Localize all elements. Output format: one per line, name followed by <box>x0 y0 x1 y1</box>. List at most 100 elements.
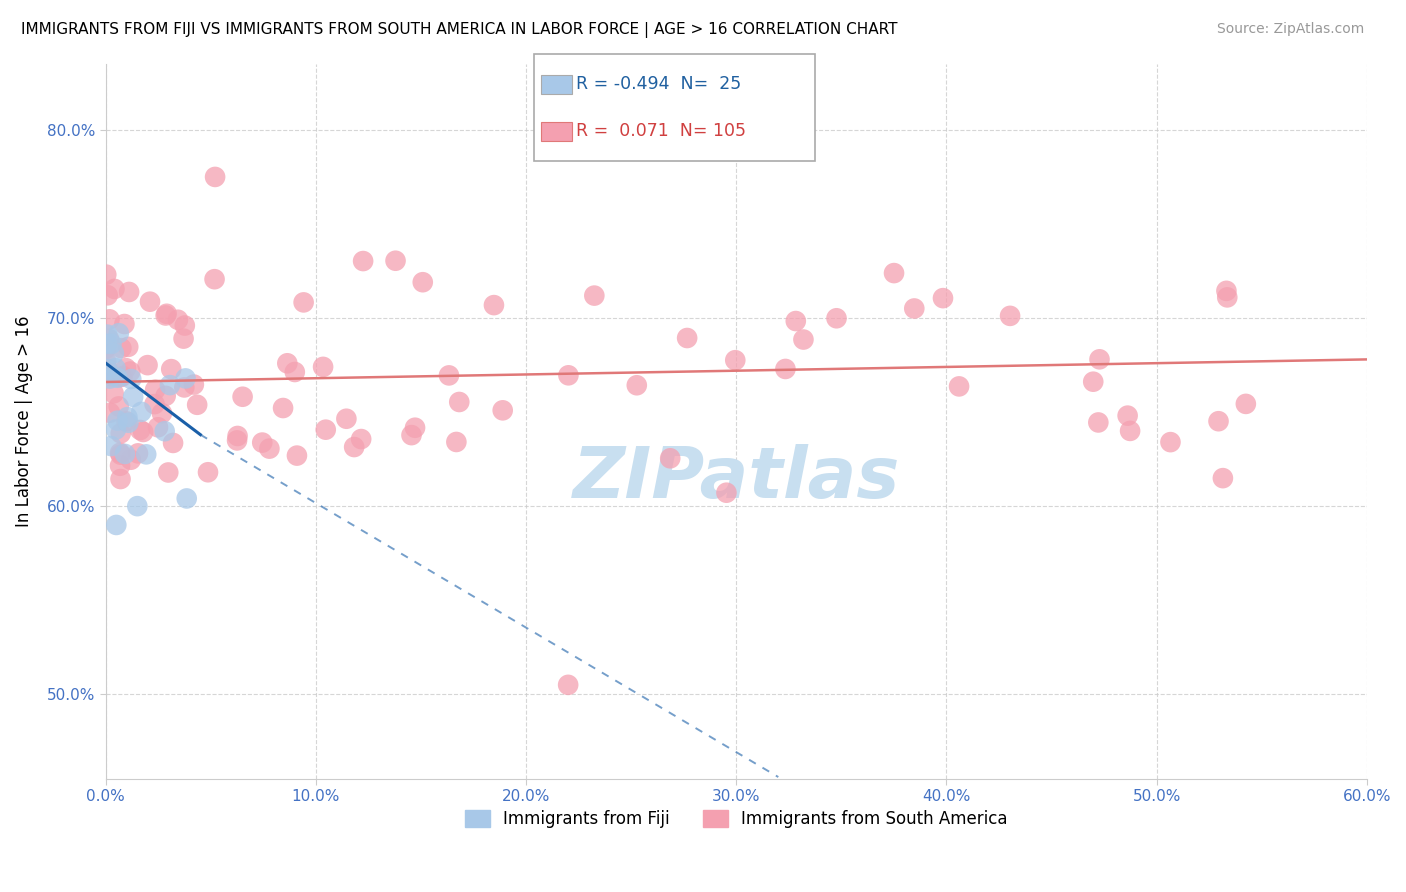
Point <box>135 447 157 461</box>
Point <box>100 337 122 351</box>
Point <box>146 420 169 434</box>
Point <box>100 439 122 453</box>
Legend: Immigrants from Fiji, Immigrants from South America: Immigrants from Fiji, Immigrants from So… <box>458 804 1015 835</box>
Point <box>104 361 127 376</box>
Point <box>110 341 132 355</box>
Point <box>173 380 195 394</box>
Point <box>792 333 814 347</box>
Point <box>156 307 179 321</box>
Point <box>716 485 738 500</box>
Point <box>1087 416 1109 430</box>
Point <box>183 377 205 392</box>
Point <box>110 370 132 384</box>
Point <box>446 434 468 449</box>
Point <box>129 423 152 437</box>
Point <box>98 367 121 381</box>
Point <box>292 295 315 310</box>
Point <box>186 398 208 412</box>
Point <box>1088 352 1111 367</box>
Text: R = -0.494  N=  25: R = -0.494 N= 25 <box>576 76 742 94</box>
Text: R =  0.071  N= 105: R = 0.071 N= 105 <box>576 122 747 140</box>
Point <box>350 432 373 446</box>
Point <box>107 370 129 384</box>
Point <box>160 362 183 376</box>
Point <box>96 362 118 376</box>
Point <box>1119 424 1142 438</box>
Point <box>412 275 434 289</box>
Point <box>204 272 226 286</box>
Point <box>96 336 118 351</box>
Point <box>139 294 162 309</box>
Point <box>252 435 274 450</box>
Point <box>449 395 471 409</box>
Point <box>107 414 129 428</box>
Point <box>117 416 139 430</box>
Point <box>108 458 131 473</box>
Text: ZIPatlas: ZIPatlas <box>572 444 900 513</box>
Point <box>114 447 136 461</box>
Point <box>1116 409 1139 423</box>
Point <box>883 266 905 280</box>
Point <box>111 368 134 383</box>
Point <box>143 383 166 397</box>
Point <box>97 288 120 302</box>
Point <box>96 268 118 282</box>
Y-axis label: In Labor Force | Age > 16: In Labor Force | Age > 16 <box>15 316 32 527</box>
Point <box>162 436 184 450</box>
Point <box>98 312 121 326</box>
Point <box>108 446 131 460</box>
Point <box>271 401 294 415</box>
Point <box>226 434 249 448</box>
Point <box>557 368 579 383</box>
Point <box>110 426 132 441</box>
Point <box>335 411 357 425</box>
Point <box>155 389 177 403</box>
Point <box>1212 471 1234 485</box>
Point <box>583 288 606 302</box>
Point <box>285 449 308 463</box>
Point <box>659 451 682 466</box>
Point <box>107 400 129 414</box>
Point <box>1215 284 1237 298</box>
Point <box>226 429 249 443</box>
Point <box>482 298 505 312</box>
Point <box>110 448 132 462</box>
Point <box>150 406 173 420</box>
Point <box>155 309 177 323</box>
Point <box>557 678 579 692</box>
Point <box>98 406 121 420</box>
Point <box>404 421 426 435</box>
Point <box>259 442 281 456</box>
Point <box>103 386 125 401</box>
Point <box>492 403 515 417</box>
Point <box>132 425 155 439</box>
Point <box>153 424 176 438</box>
Point <box>1208 414 1230 428</box>
Point <box>143 397 166 411</box>
Point <box>1234 397 1257 411</box>
Point <box>96 327 118 342</box>
Point <box>948 379 970 393</box>
Point <box>998 309 1021 323</box>
Point <box>94 342 117 356</box>
Point <box>173 332 195 346</box>
Point <box>1159 435 1181 450</box>
Point <box>312 359 335 374</box>
Point <box>173 318 195 333</box>
Point <box>105 518 128 533</box>
Point <box>110 472 132 486</box>
Point <box>107 326 129 341</box>
Point <box>401 428 423 442</box>
Point <box>120 365 142 379</box>
Point <box>174 371 197 385</box>
Point <box>384 253 406 268</box>
Point <box>176 491 198 506</box>
Point <box>352 254 374 268</box>
Point <box>197 465 219 479</box>
Point <box>276 356 298 370</box>
Point <box>284 365 307 379</box>
Point <box>117 410 139 425</box>
Point <box>1083 375 1105 389</box>
Point <box>159 378 181 392</box>
Text: Source: ZipAtlas.com: Source: ZipAtlas.com <box>1216 22 1364 37</box>
